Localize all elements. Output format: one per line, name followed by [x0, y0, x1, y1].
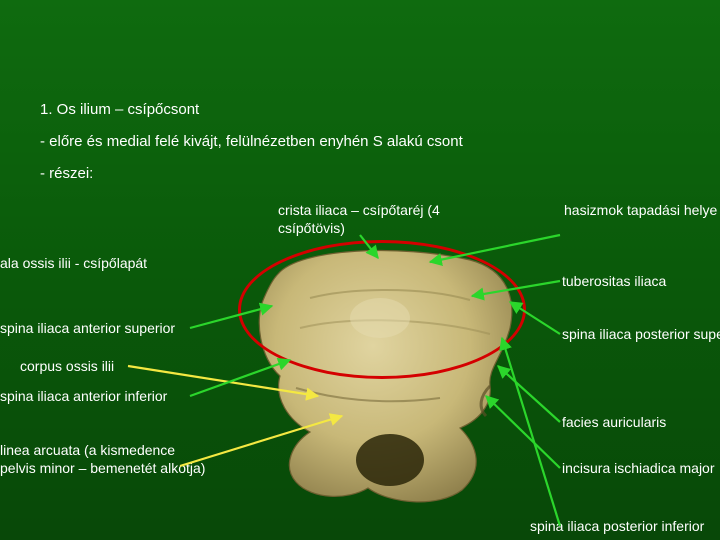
- label-sips: spina iliaca posterior superior: [562, 326, 720, 344]
- bone-image: [240, 238, 520, 508]
- label-linea: linea arcuata (a kismedence pelvis minor…: [0, 442, 210, 477]
- label-sias: spina iliaca anterior superior: [0, 320, 175, 338]
- label-hasizmok: hasizmok tapadási helye: [564, 202, 720, 220]
- header-list: 1. Os ilium – csípőcsont - előre és medi…: [0, 0, 720, 186]
- list-line1: - előre és medial felé kivájt, felülnéze…: [40, 130, 680, 154]
- label-ala: ala ossis ilii - csípőlapát: [0, 255, 147, 273]
- list-title: 1. Os ilium – csípőcsont: [40, 98, 680, 122]
- label-crista: crista iliaca – csípőtaréj (4 csípőtövis…: [278, 202, 478, 237]
- label-incisura: incisura ischiadica major: [562, 460, 715, 478]
- diagram-area: crista iliaca – csípőtaréj (4 csípőtövis…: [0, 210, 720, 540]
- list-line2: - részei:: [40, 162, 680, 186]
- label-tuberositas: tuberositas iliaca: [562, 273, 666, 291]
- label-corpus: corpus ossis ilii: [20, 358, 114, 376]
- label-facies: facies auricularis: [562, 414, 666, 432]
- label-siai: spina iliaca anterior inferior: [0, 388, 167, 406]
- label-sipi: spina iliaca posterior inferior: [530, 518, 704, 536]
